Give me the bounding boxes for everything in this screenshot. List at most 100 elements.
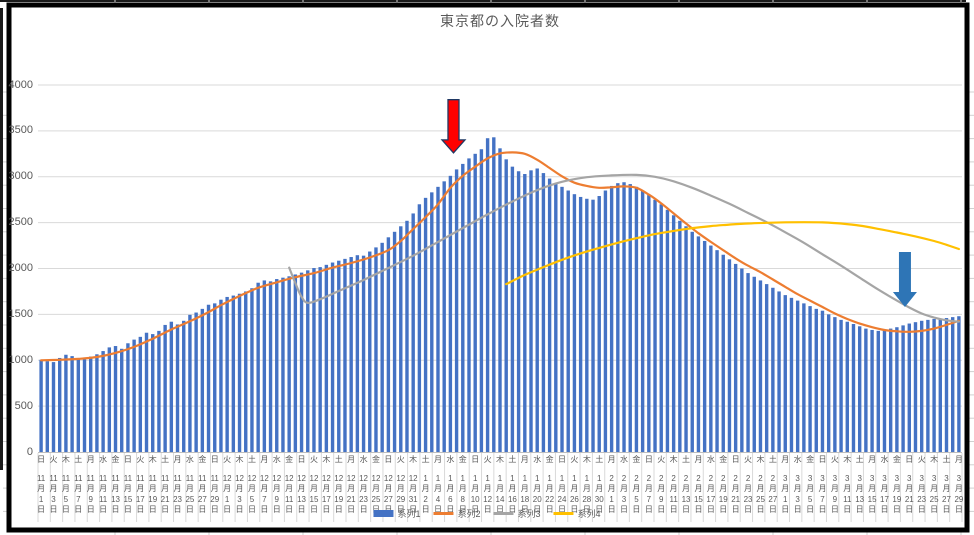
line-series2[interactable] (40, 151, 960, 362)
bar[interactable] (919, 320, 924, 452)
bar[interactable] (89, 356, 93, 452)
bar[interactable] (337, 260, 341, 452)
bar[interactable] (206, 304, 211, 452)
bar[interactable] (467, 158, 471, 452)
bar[interactable] (585, 198, 589, 452)
bar[interactable] (560, 186, 564, 452)
bar[interactable] (324, 264, 329, 452)
bar[interactable] (82, 359, 87, 452)
bar[interactable] (144, 332, 149, 452)
bar[interactable] (523, 174, 527, 452)
bar[interactable] (820, 310, 825, 452)
bar[interactable] (876, 330, 880, 452)
bar[interactable] (442, 181, 446, 452)
bar[interactable] (640, 190, 645, 452)
bar[interactable] (262, 280, 267, 452)
bar[interactable] (454, 169, 459, 452)
bar[interactable] (814, 308, 818, 452)
bar[interactable] (597, 196, 601, 452)
bar[interactable] (423, 197, 428, 452)
bar[interactable] (566, 190, 570, 452)
bar[interactable] (200, 308, 205, 452)
bar[interactable] (157, 330, 161, 452)
bar[interactable] (554, 183, 558, 453)
bar[interactable] (721, 254, 725, 452)
bar[interactable] (647, 195, 651, 452)
bar[interactable] (120, 348, 124, 452)
bar[interactable] (802, 303, 806, 452)
bar[interactable] (913, 322, 918, 452)
legend-item-series4[interactable]: 系列4 (553, 507, 601, 520)
bar[interactable] (764, 284, 769, 452)
bar[interactable] (58, 357, 62, 452)
bar[interactable] (163, 324, 167, 452)
bar[interactable] (318, 267, 322, 452)
bar[interactable] (740, 268, 744, 453)
bar[interactable] (671, 215, 676, 452)
bar[interactable] (405, 220, 409, 452)
bar[interactable] (628, 184, 632, 452)
bar[interactable] (76, 358, 81, 452)
bar[interactable] (330, 262, 335, 452)
bar[interactable] (733, 263, 738, 452)
bar[interactable] (951, 317, 955, 452)
line-series3[interactable] (288, 173, 960, 323)
bar[interactable] (789, 297, 794, 452)
bar[interactable] (70, 356, 74, 452)
bar[interactable] (479, 149, 484, 453)
bar[interactable] (380, 242, 384, 452)
bar[interactable] (101, 351, 105, 452)
bar[interactable] (709, 245, 713, 452)
bar[interactable] (541, 173, 546, 452)
bar[interactable] (603, 190, 608, 452)
bar[interactable] (355, 255, 360, 452)
bar[interactable] (485, 138, 490, 452)
bar[interactable] (591, 199, 595, 452)
bar[interactable] (411, 213, 415, 452)
bar[interactable] (771, 287, 775, 452)
bar[interactable] (727, 259, 732, 452)
bar[interactable] (510, 166, 515, 452)
bar[interactable] (39, 359, 43, 452)
bar[interactable] (151, 334, 155, 452)
bar[interactable] (299, 272, 304, 452)
bar[interactable] (45, 361, 49, 452)
bar[interactable] (293, 274, 298, 452)
bar[interactable] (287, 276, 291, 452)
chart-legend[interactable]: 系列1 系列2 系列3 系列4 (373, 507, 601, 520)
bar[interactable] (678, 220, 682, 452)
bar[interactable] (343, 258, 347, 452)
bar[interactable] (126, 343, 130, 452)
bar[interactable] (516, 171, 521, 452)
red-down-arrow-annotation[interactable] (440, 99, 467, 154)
bar[interactable] (399, 226, 403, 452)
bar[interactable] (696, 236, 701, 452)
bar[interactable] (113, 346, 118, 452)
bar[interactable] (275, 279, 279, 452)
bar[interactable] (132, 339, 136, 452)
bar[interactable] (944, 318, 949, 452)
bar[interactable] (169, 321, 174, 452)
bar[interactable] (281, 277, 285, 452)
bar[interactable] (448, 175, 453, 452)
bar[interactable] (746, 273, 750, 452)
bar[interactable] (684, 226, 688, 452)
legend-item-series2[interactable]: 系列2 (433, 507, 481, 520)
bar[interactable] (659, 204, 663, 452)
bar[interactable] (752, 276, 756, 452)
bar[interactable] (547, 178, 552, 452)
bar[interactable] (182, 320, 186, 452)
bar[interactable] (237, 293, 242, 452)
line-series4[interactable] (505, 221, 960, 286)
bar[interactable] (932, 318, 936, 452)
bar[interactable] (361, 255, 366, 452)
bar[interactable] (882, 329, 887, 452)
legend-item-series3[interactable]: 系列3 (493, 507, 541, 520)
bar[interactable] (826, 314, 831, 453)
bar[interactable] (312, 268, 316, 452)
bar[interactable] (268, 281, 273, 452)
bar[interactable] (783, 295, 787, 452)
bar[interactable] (758, 280, 763, 452)
bar[interactable] (622, 182, 626, 452)
